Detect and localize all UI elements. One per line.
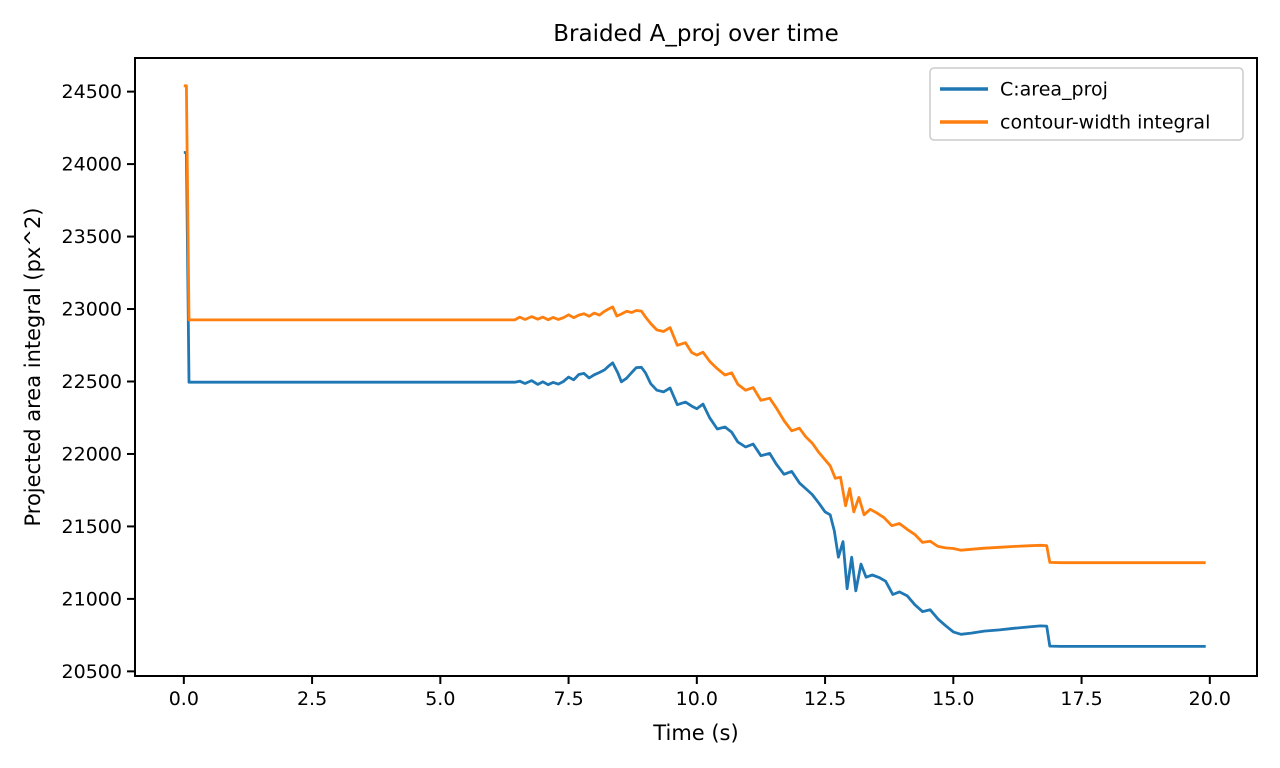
x-tick-label: 12.5 bbox=[804, 688, 846, 710]
y-tick-label: 24500 bbox=[62, 81, 122, 103]
x-tick-label: 5.0 bbox=[425, 688, 455, 710]
y-tick-label: 24000 bbox=[62, 154, 122, 176]
x-tick-label: 15.0 bbox=[932, 688, 974, 710]
legend: C:area_proj contour-width integral bbox=[929, 67, 1244, 141]
x-tick-label: 2.5 bbox=[297, 688, 327, 710]
legend-label: contour-width integral bbox=[1000, 112, 1210, 134]
y-tick-label: 21000 bbox=[62, 588, 122, 610]
x-tick-label: 20.0 bbox=[1189, 688, 1231, 710]
y-tick-label: 23000 bbox=[62, 299, 122, 321]
x-tick-label: 10.0 bbox=[676, 688, 718, 710]
x-axis-label: Time (s) bbox=[652, 721, 738, 745]
legend-box bbox=[929, 67, 1244, 141]
series-line-0 bbox=[183, 151, 1206, 648]
x-tick-label: 0.0 bbox=[169, 688, 199, 710]
y-axis-ticks: 20500 21000 21500 22000 22500 23000 23500 24000… bbox=[62, 81, 135, 683]
y-tick-label: 22500 bbox=[62, 371, 122, 393]
axes-frame bbox=[134, 57, 1258, 677]
y-axis-label: Projected area integral (px^2) bbox=[21, 207, 45, 526]
y-tick-label: 23500 bbox=[62, 226, 122, 248]
plot-series bbox=[183, 84, 1206, 648]
x-axis-ticks: 0.0 2.5 5.0 7.5 10.0 12.5 15.0 17.5 20.0 bbox=[169, 676, 1231, 710]
x-tick-label: 17.5 bbox=[1060, 688, 1102, 710]
legend-label: C:area_proj bbox=[1000, 79, 1108, 101]
x-tick-label: 7.5 bbox=[553, 688, 583, 710]
y-tick-label: 22000 bbox=[62, 443, 122, 465]
chart-title: Braided A_proj over time bbox=[553, 21, 839, 47]
y-tick-label: 20500 bbox=[62, 661, 122, 683]
series-line-1 bbox=[183, 84, 1206, 565]
y-tick-label: 21500 bbox=[62, 516, 122, 538]
